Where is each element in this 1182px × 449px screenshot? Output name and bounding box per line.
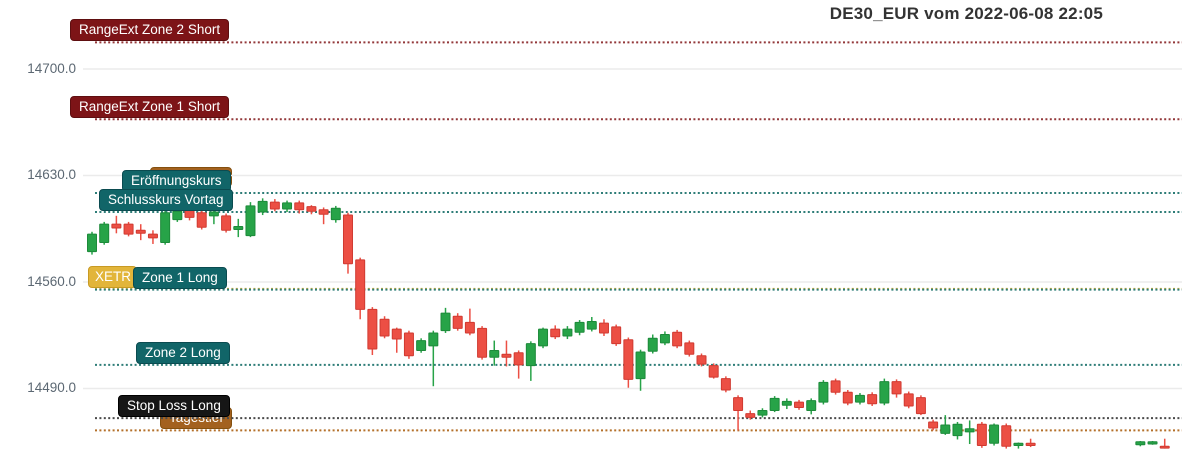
level-chip-schlusskurs-vortag[interactable]: Schlusskurs Vortag <box>99 189 233 211</box>
level-chip-rangeext-zone-2-short[interactable]: RangeExt Zone 2 Short <box>70 19 230 42</box>
level-chip-zone-2-long[interactable]: Zone 2 Long <box>136 341 230 364</box>
level-chip-rangeext-zone-1-short[interactable]: RangeExt Zone 1 Short <box>70 96 230 119</box>
y-axis-tick-14490: 14490.0 <box>27 380 76 396</box>
y-axis-tick-14630: 14630.0 <box>27 167 76 183</box>
y-axis-tick-14700: 14700.0 <box>27 61 76 76</box>
y-axis-tick-14560: 14560.0 <box>27 273 76 289</box>
level-chip-stop-loss-long[interactable]: Stop Loss Long <box>118 395 230 418</box>
chart-title: DE30_EUR vom 2022-06-08 22:05 <box>829 4 1103 23</box>
level-chip-zone-1-long[interactable]: Zone 1 Long <box>133 266 227 289</box>
level-chip-xetr[interactable]: XETR <box>88 265 137 288</box>
